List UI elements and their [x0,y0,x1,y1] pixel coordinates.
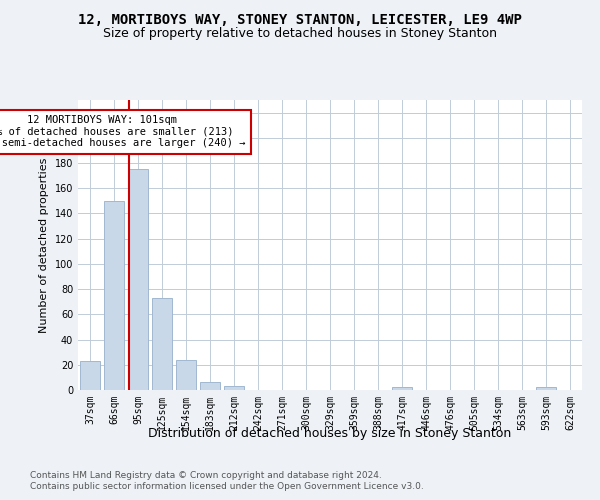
Bar [80,361,100,390]
Text: Contains public sector information licensed under the Open Government Licence v3: Contains public sector information licen… [30,482,424,491]
Bar [152,298,172,390]
Text: 12 MORTIBOYS WAY: 101sqm
← 47% of detached houses are smaller (213)
53% of semi-: 12 MORTIBOYS WAY: 101sqm ← 47% of detach… [0,115,246,148]
Text: Size of property relative to detached houses in Stoney Stanton: Size of property relative to detached ho… [103,28,497,40]
Y-axis label: Number of detached properties: Number of detached properties [39,158,49,332]
Bar [392,388,412,390]
Text: Contains HM Land Registry data © Crown copyright and database right 2024.: Contains HM Land Registry data © Crown c… [30,471,382,480]
Bar [176,360,196,390]
Bar [128,170,148,390]
Bar [104,201,124,390]
Bar [224,386,244,390]
Bar [536,388,556,390]
Bar [200,382,220,390]
Text: Distribution of detached houses by size in Stoney Stanton: Distribution of detached houses by size … [148,428,512,440]
Text: 12, MORTIBOYS WAY, STONEY STANTON, LEICESTER, LE9 4WP: 12, MORTIBOYS WAY, STONEY STANTON, LEICE… [78,12,522,26]
